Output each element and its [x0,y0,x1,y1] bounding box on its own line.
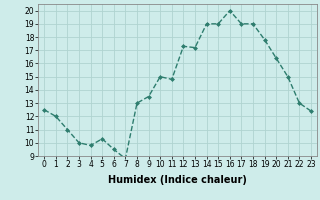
X-axis label: Humidex (Indice chaleur): Humidex (Indice chaleur) [108,175,247,185]
